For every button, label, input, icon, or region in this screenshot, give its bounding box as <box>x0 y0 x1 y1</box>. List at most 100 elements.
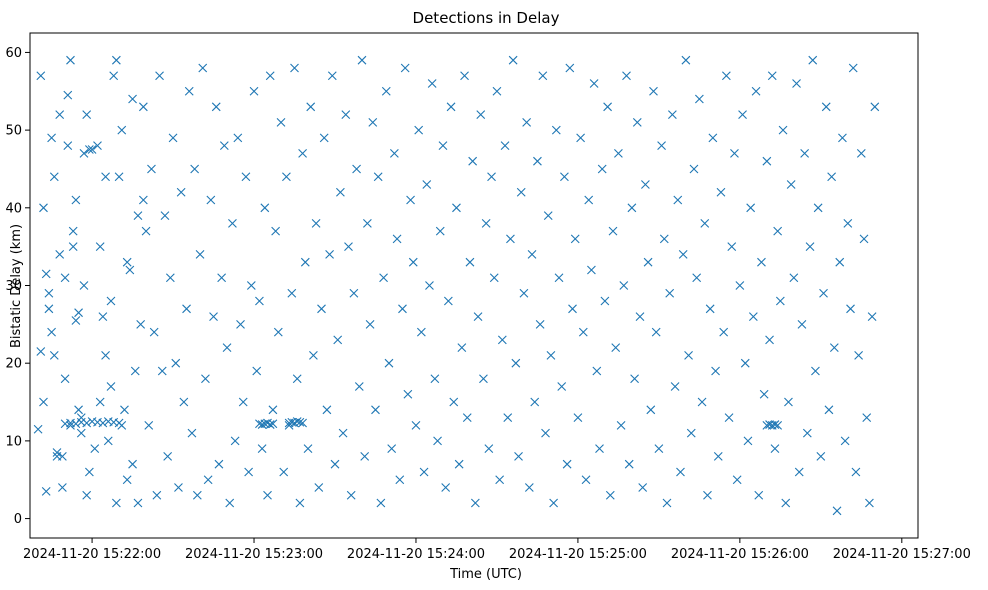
data-point <box>257 444 267 454</box>
data-point <box>133 498 143 508</box>
y-tick-label: 40 <box>5 201 22 216</box>
data-point <box>327 71 337 81</box>
data-point <box>584 195 594 205</box>
data-point <box>246 281 256 290</box>
data-point <box>176 187 186 197</box>
data-point <box>163 452 173 461</box>
data-point <box>392 234 402 244</box>
data-point <box>721 71 731 81</box>
data-point <box>55 250 65 259</box>
data-point <box>58 452 67 461</box>
data-point <box>694 94 704 104</box>
data-point <box>44 304 54 314</box>
data-point <box>233 133 243 143</box>
x-tick-label: 2024-11-20 15:24:00 <box>347 547 485 562</box>
data-point <box>309 351 318 360</box>
data-point <box>222 343 232 353</box>
data-point <box>66 420 75 430</box>
data-point <box>422 180 432 189</box>
data-point <box>128 459 137 469</box>
data-point <box>473 312 483 321</box>
data-point <box>438 141 448 151</box>
data-point <box>138 195 148 205</box>
data-point <box>686 428 696 438</box>
data-point <box>508 55 518 65</box>
data-point <box>670 382 680 391</box>
data-point <box>357 55 367 65</box>
plot-area <box>29 32 919 539</box>
data-point <box>589 79 599 88</box>
data-point <box>317 304 326 314</box>
data-point <box>82 110 92 119</box>
data-point <box>751 86 761 96</box>
data-point <box>487 172 496 182</box>
data-point <box>238 397 248 407</box>
data-point <box>111 55 121 65</box>
data-point <box>805 242 815 252</box>
data-point <box>827 172 837 182</box>
data-point <box>330 459 340 469</box>
data-point <box>47 327 56 337</box>
data-point <box>533 156 542 166</box>
data-point <box>249 86 259 96</box>
data-point <box>365 319 375 329</box>
data-point <box>770 420 780 429</box>
data-point <box>719 327 729 337</box>
data-points <box>33 55 880 516</box>
data-point <box>816 452 826 461</box>
data-point <box>41 486 51 496</box>
data-point <box>802 428 812 438</box>
data-point <box>44 288 54 298</box>
data-point <box>732 475 742 485</box>
data-point <box>376 498 386 508</box>
data-point <box>673 195 683 205</box>
data-point <box>865 498 874 508</box>
data-point <box>68 242 78 252</box>
data-point <box>298 149 307 158</box>
data-point <box>797 319 807 329</box>
data-point <box>144 420 154 430</box>
data-point <box>859 234 869 244</box>
data-point <box>838 133 847 143</box>
data-point <box>578 327 588 337</box>
data-point <box>611 343 621 353</box>
data-point <box>619 281 629 290</box>
data-point <box>395 475 405 485</box>
data-point <box>292 417 302 426</box>
data-point <box>506 234 515 244</box>
data-point <box>373 172 383 182</box>
data-point <box>635 312 645 321</box>
data-point <box>627 203 637 213</box>
data-point <box>381 86 391 96</box>
data-point <box>697 397 707 407</box>
data-point <box>551 125 561 135</box>
data-point <box>228 218 237 228</box>
data-point <box>300 257 310 267</box>
data-point <box>562 459 572 469</box>
data-point <box>195 250 205 259</box>
data-point <box>71 316 81 325</box>
data-point <box>700 218 710 228</box>
data-point <box>325 250 334 259</box>
data-point <box>236 319 245 329</box>
data-point <box>735 281 745 290</box>
data-point <box>147 164 156 174</box>
data-point <box>74 405 83 415</box>
data-point <box>244 467 254 477</box>
data-point <box>778 125 788 135</box>
data-point <box>759 389 769 399</box>
data-point <box>257 420 267 429</box>
data-point <box>49 351 59 360</box>
data-point <box>819 288 828 298</box>
data-point <box>481 218 491 228</box>
data-point <box>846 304 855 314</box>
x-tick-label: 2024-11-20 15:25:00 <box>509 547 647 562</box>
data-point <box>622 71 631 81</box>
data-point <box>743 436 753 446</box>
data-point <box>616 420 626 430</box>
data-point <box>314 483 324 492</box>
data-point <box>603 102 612 112</box>
data-point <box>58 483 67 492</box>
data-point <box>854 351 864 360</box>
data-point <box>773 226 783 236</box>
